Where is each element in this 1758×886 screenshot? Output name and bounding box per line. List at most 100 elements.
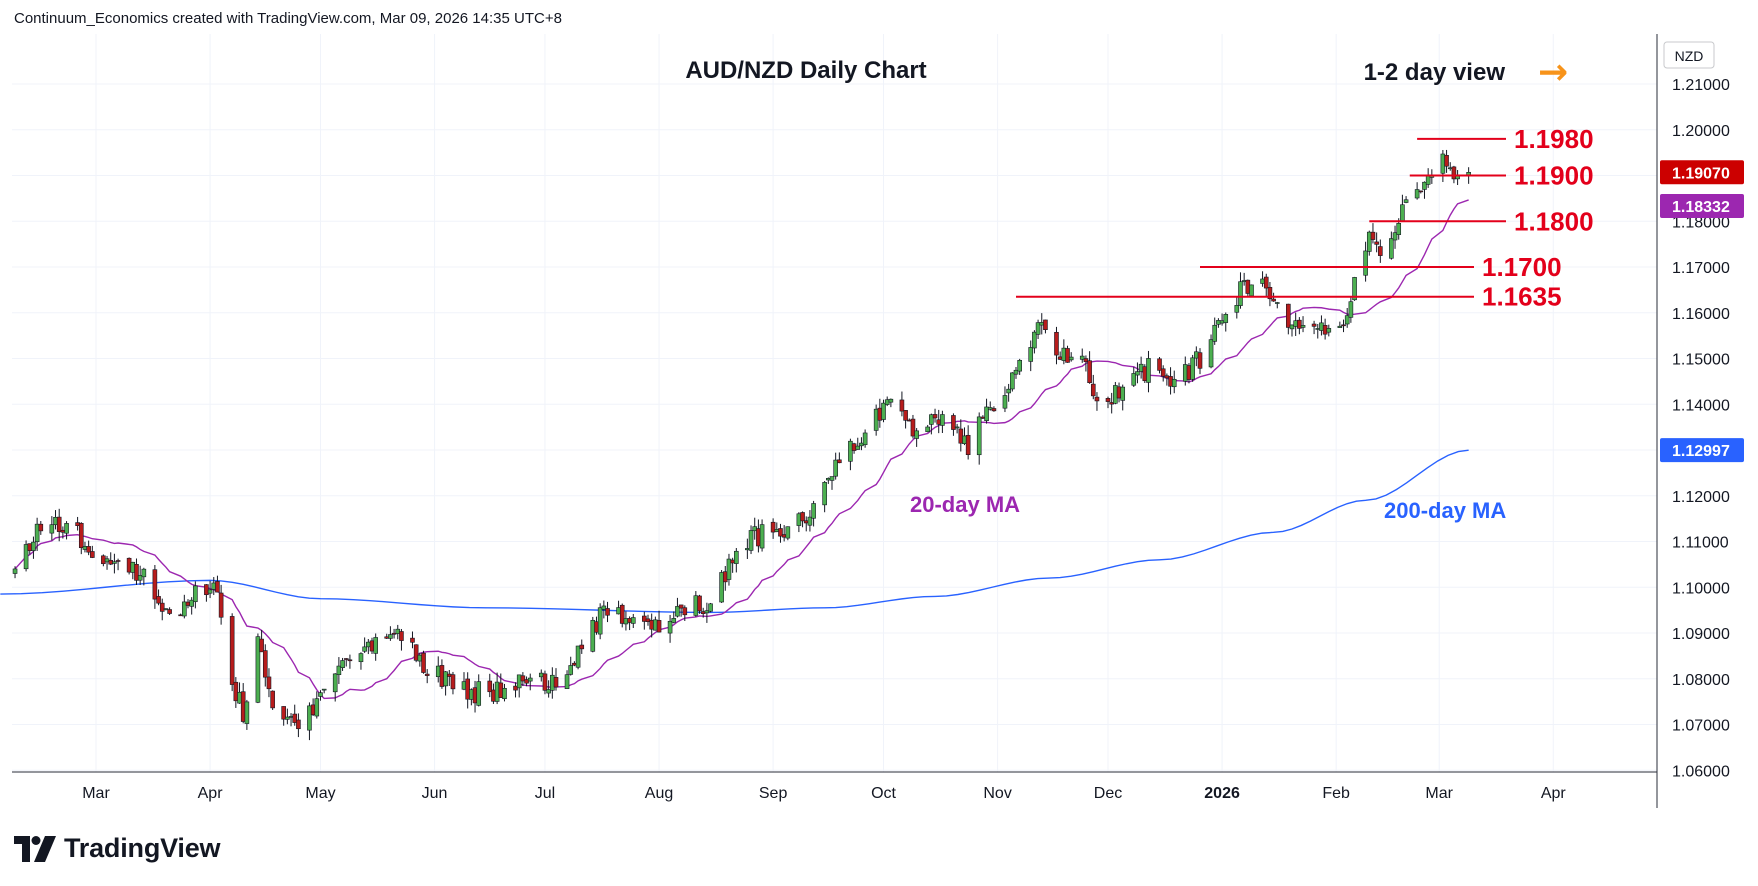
candle-body [1010,372,1015,390]
time-axis[interactable]: Mar Apr May Jun Jul Aug Sep Oct Nov Dec 2026 Feb Mar… [82,785,1566,802]
candle-body [899,399,905,412]
candle-body [476,681,482,706]
candle-body [991,408,997,412]
candle-body [568,665,574,675]
candle-body [112,561,117,564]
candle-body [1006,388,1011,394]
candle-body [266,676,272,690]
candle-body [1035,322,1041,335]
price-tick-label: 1.08000 [1672,672,1730,689]
candle-body [373,637,378,654]
candle-body [78,522,84,549]
candle-body [965,434,971,456]
candle-body [855,445,861,450]
candle-body [167,609,172,614]
candle-body [951,415,956,430]
candle-body [218,592,224,618]
currency-badge [1663,41,1715,69]
price-axis[interactable]: 1.210001.200001.190001.180001.170001.160… [1660,77,1744,780]
candle-body [940,414,945,426]
candle-body [296,719,301,730]
level-label: 1.1635 [1482,282,1562,312]
ma200-label: 200-day MA [1384,498,1506,523]
candle-body [678,604,684,609]
candle-body [1414,189,1420,199]
price-tick-label: 1.12000 [1672,489,1730,506]
candle-body [862,432,868,446]
candle-body [64,523,69,534]
candle-body [1300,325,1306,328]
chart-title: AUD/NZD Daily Chart [685,57,926,84]
candle-body [1326,328,1332,333]
candle-body [881,402,886,420]
candle-body [255,636,261,703]
candle-body [1017,359,1022,372]
candle-body [332,673,338,693]
candle-body [23,544,29,570]
candle-body [1146,358,1151,383]
level-label: 1.1980 [1514,124,1594,154]
candle-body [748,530,754,551]
candle-body [285,716,290,720]
candle-body [358,653,364,663]
candle-body [314,698,320,717]
candle-body [1157,358,1162,371]
candle-body [1197,352,1203,369]
candle-body [1297,319,1302,329]
candle-body [215,581,220,593]
candle-body [1422,181,1427,190]
candle-body [888,398,894,403]
candle-body [134,564,139,581]
candle-body [281,706,286,720]
price-tick-label: 1.07000 [1672,718,1730,735]
candle-body [708,603,713,612]
tradingview-logo[interactable]: TradingView [14,833,221,864]
candle-body [1090,383,1096,397]
candle-body [262,650,268,678]
candle-body [1238,281,1243,306]
candle-body [1223,314,1229,323]
candle-body [520,675,526,682]
candle-body [1065,348,1070,363]
candle-body [182,601,187,617]
candle-body [38,523,44,532]
candle-body [553,677,559,688]
candle-body [1396,223,1402,235]
candle-body [516,674,522,689]
time-tick-label: Feb [1322,785,1350,802]
candle-body [450,674,456,690]
candle-body [546,689,551,694]
candle-body [829,476,835,481]
candle-body [292,713,298,723]
candle-body [1208,339,1214,368]
candle-body [137,575,143,581]
candle-body [734,550,739,564]
candle-body [1131,373,1137,386]
candle-body [929,414,934,425]
candle-body [630,617,636,624]
candle-body [1337,325,1343,328]
candle-body [1271,298,1276,302]
candle-body [932,414,938,419]
candle-body [1032,331,1037,349]
candle-body [903,410,908,421]
price-tag [1660,160,1744,185]
candle-body [244,701,250,724]
candle-body [656,620,662,633]
candle-body [443,671,448,687]
candle-body [564,674,570,689]
candle-body [487,680,493,693]
candle-body [49,524,55,534]
candle-body [1400,204,1405,222]
chart-credit: Continuum_Economics created with Trading… [14,10,562,27]
candle-body [31,541,36,551]
price-tick-label: 1.20000 [1672,123,1730,140]
candle-body [1087,360,1092,383]
time-tick-label: Apr [1541,785,1567,802]
ma200-line [0,449,1469,614]
candle-body [597,607,603,635]
candle-body [807,516,813,526]
candle-body [336,665,342,676]
candle-body [56,516,62,532]
